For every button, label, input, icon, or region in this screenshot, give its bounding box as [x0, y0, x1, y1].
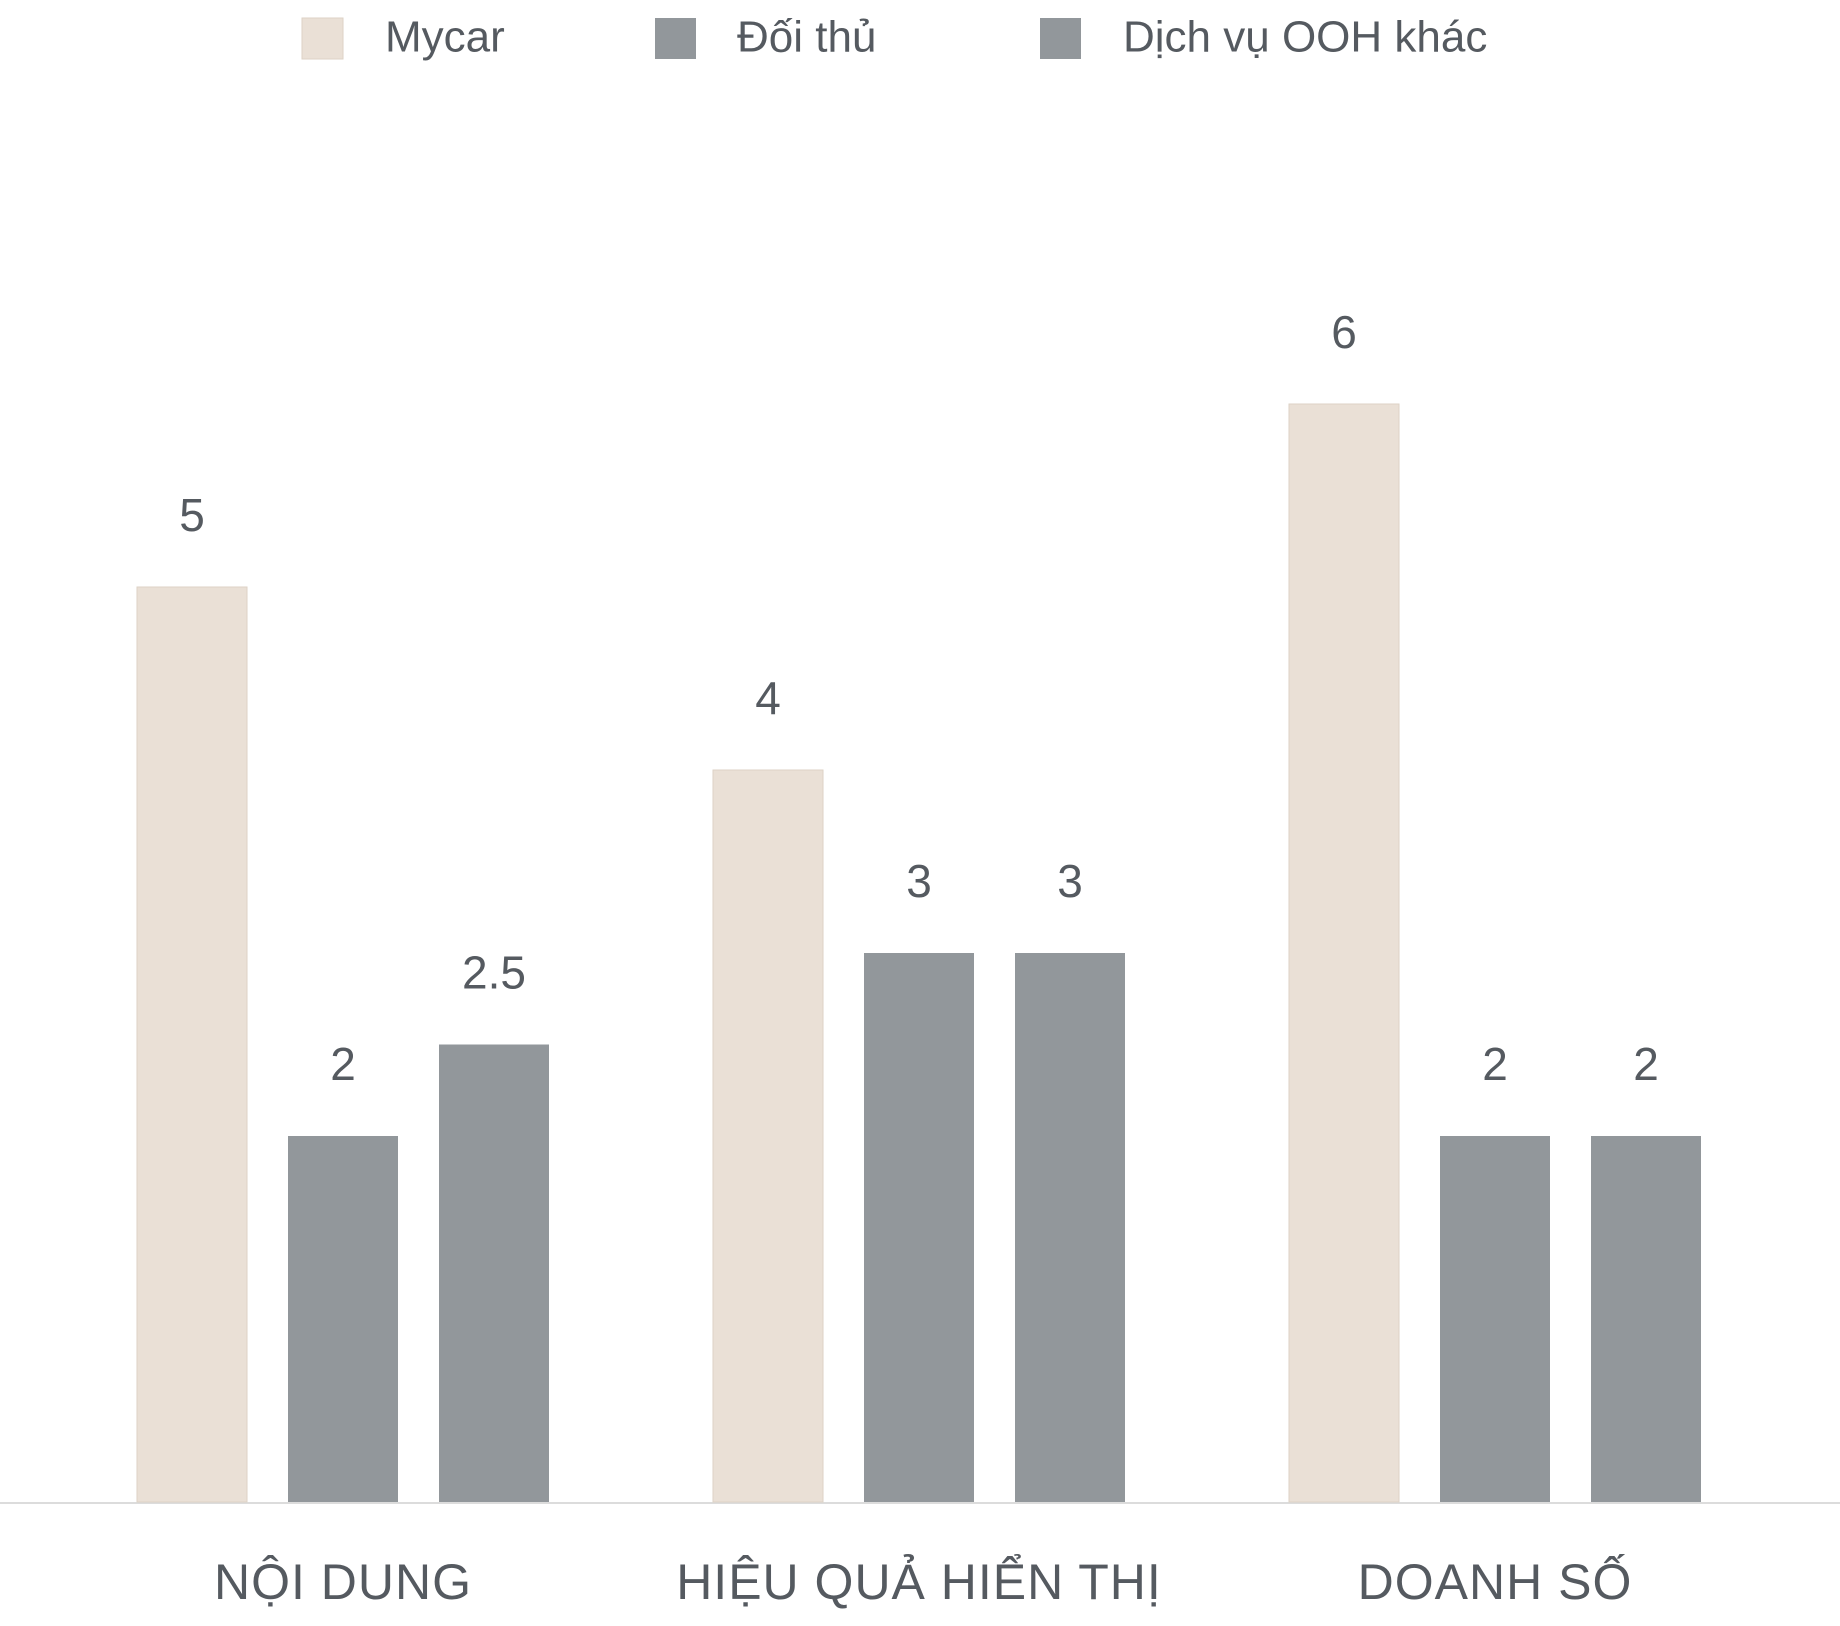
- data-label: 2: [1633, 1038, 1659, 1090]
- data-label: 6: [1331, 306, 1357, 358]
- x-tick-label: DOANH SỐ: [1358, 1553, 1633, 1610]
- x-tick-label: NỘI DUNG: [214, 1554, 472, 1610]
- x-tick-label: HIỆU QUẢ HIỂN THỊ: [676, 1554, 1162, 1610]
- bar: [136, 586, 248, 1503]
- bar: [288, 1136, 398, 1502]
- data-label: 3: [1057, 855, 1083, 907]
- bar: [439, 1044, 549, 1502]
- bar: [1288, 403, 1400, 1503]
- legend-swatch: [655, 18, 696, 59]
- bar: [712, 769, 824, 1503]
- data-label: 5: [179, 489, 205, 541]
- legend-label: Dịch vụ OOH khác: [1123, 13, 1487, 62]
- bar: [1591, 1136, 1701, 1502]
- legend-label: Đối thủ: [737, 13, 876, 62]
- data-label: 3: [906, 855, 932, 907]
- legend-label: Mycar: [385, 13, 505, 62]
- data-label: 2: [330, 1038, 356, 1090]
- bar: [1440, 1136, 1550, 1502]
- bar: [1015, 953, 1125, 1502]
- data-label: 2.5: [462, 947, 526, 999]
- bar: [864, 953, 974, 1502]
- data-label: 4: [755, 672, 781, 724]
- legend-swatch: [1040, 18, 1081, 59]
- data-label: 2: [1482, 1038, 1508, 1090]
- legend-swatch: [301, 17, 344, 60]
